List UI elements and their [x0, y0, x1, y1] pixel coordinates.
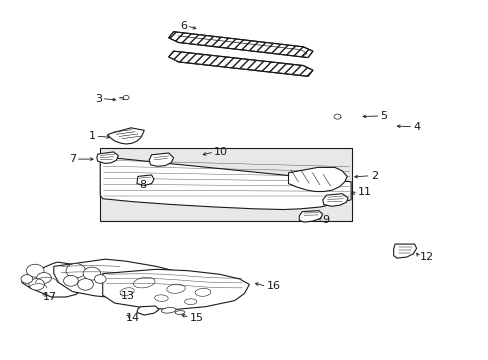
- Polygon shape: [288, 167, 346, 192]
- Polygon shape: [54, 259, 176, 298]
- Text: 3: 3: [95, 94, 102, 104]
- Ellipse shape: [175, 311, 184, 314]
- Circle shape: [63, 275, 78, 286]
- Polygon shape: [393, 244, 416, 258]
- Text: 14: 14: [126, 312, 140, 323]
- Text: 2: 2: [370, 171, 377, 181]
- Ellipse shape: [195, 288, 210, 296]
- Circle shape: [37, 273, 51, 283]
- Text: 9: 9: [322, 215, 329, 225]
- Polygon shape: [22, 262, 89, 297]
- Circle shape: [123, 95, 129, 100]
- Polygon shape: [137, 306, 159, 315]
- Text: 10: 10: [214, 147, 228, 157]
- Circle shape: [78, 279, 93, 290]
- Polygon shape: [100, 157, 350, 210]
- Circle shape: [66, 264, 85, 278]
- Circle shape: [21, 275, 33, 283]
- Polygon shape: [168, 32, 312, 58]
- Text: 16: 16: [266, 281, 280, 291]
- Ellipse shape: [133, 277, 155, 288]
- Text: 5: 5: [380, 111, 386, 121]
- Text: 12: 12: [419, 252, 433, 262]
- Circle shape: [83, 267, 101, 280]
- Polygon shape: [100, 148, 351, 221]
- Circle shape: [333, 114, 340, 119]
- Ellipse shape: [184, 299, 196, 305]
- Text: 11: 11: [357, 186, 371, 197]
- Polygon shape: [299, 211, 322, 222]
- Polygon shape: [107, 128, 144, 144]
- Text: 8: 8: [139, 180, 146, 190]
- Polygon shape: [102, 269, 249, 310]
- Ellipse shape: [120, 288, 134, 296]
- Text: 6: 6: [180, 21, 186, 31]
- Text: 17: 17: [43, 292, 57, 302]
- Circle shape: [29, 279, 44, 290]
- Text: 1: 1: [88, 131, 95, 141]
- Polygon shape: [168, 51, 312, 76]
- Circle shape: [26, 264, 44, 277]
- Ellipse shape: [154, 295, 168, 301]
- Text: 7: 7: [68, 154, 76, 164]
- Ellipse shape: [166, 284, 185, 293]
- Polygon shape: [149, 153, 173, 166]
- Circle shape: [94, 275, 106, 283]
- Text: 13: 13: [121, 291, 135, 301]
- Text: 4: 4: [412, 122, 420, 132]
- Polygon shape: [137, 175, 154, 185]
- Text: 15: 15: [189, 312, 203, 323]
- Polygon shape: [322, 194, 347, 206]
- Polygon shape: [97, 152, 118, 163]
- Ellipse shape: [161, 307, 176, 313]
